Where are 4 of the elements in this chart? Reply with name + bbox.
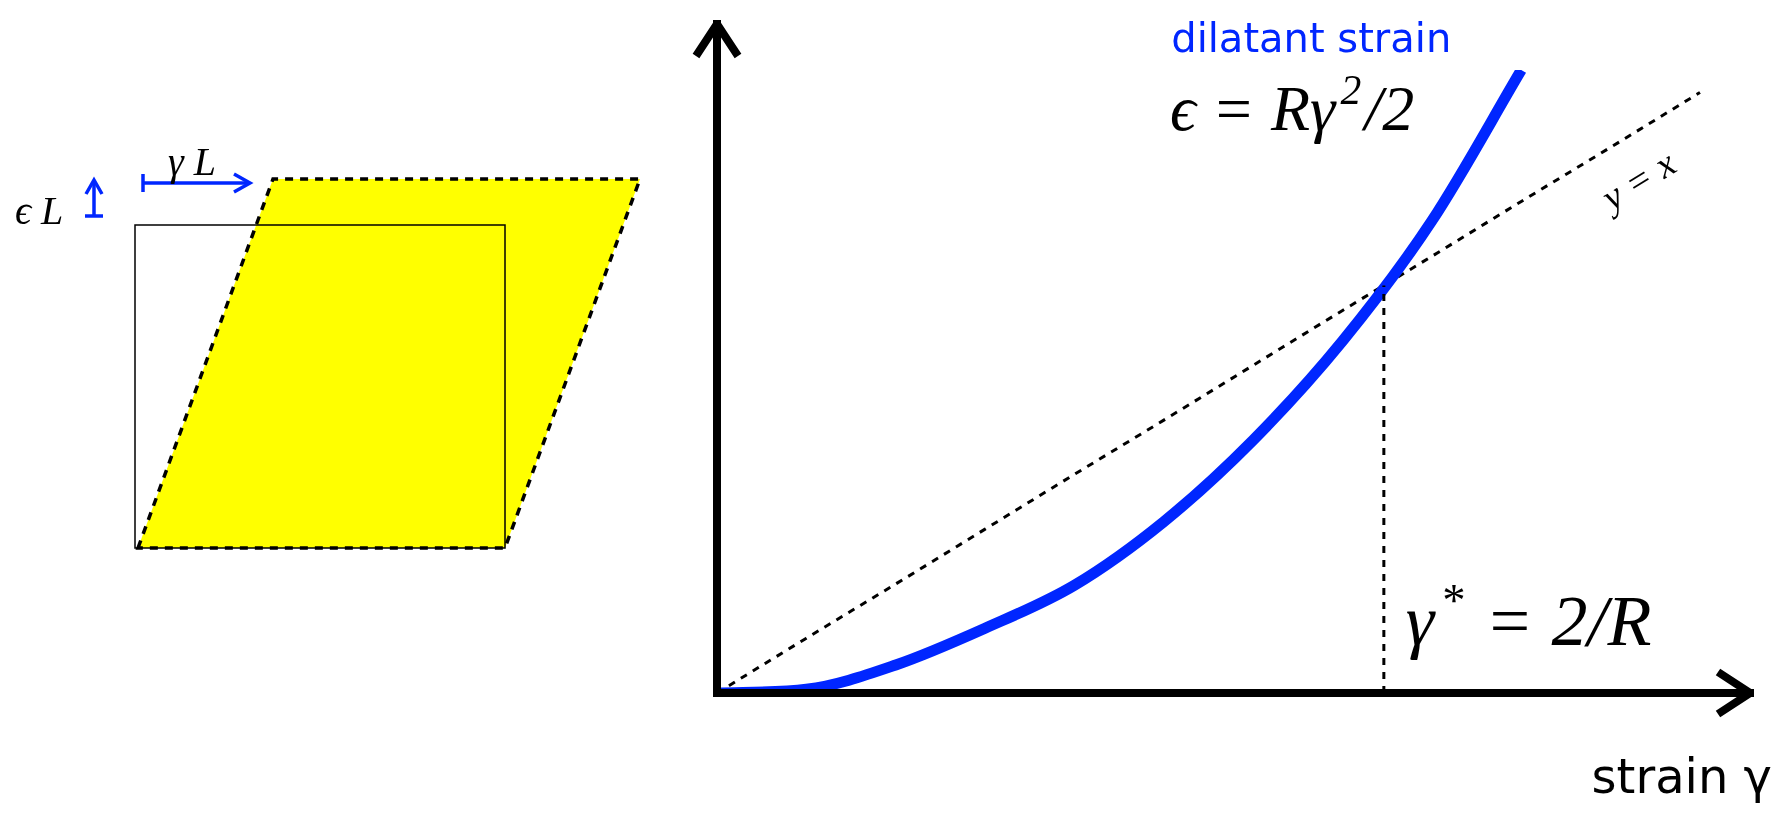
text: y = x [1590, 141, 1683, 221]
annotation: γ* = 2/R [1405, 574, 1652, 661]
x-axis-title: strain γ [1591, 748, 1772, 804]
series-label: dilatant strain [1171, 15, 1452, 61]
